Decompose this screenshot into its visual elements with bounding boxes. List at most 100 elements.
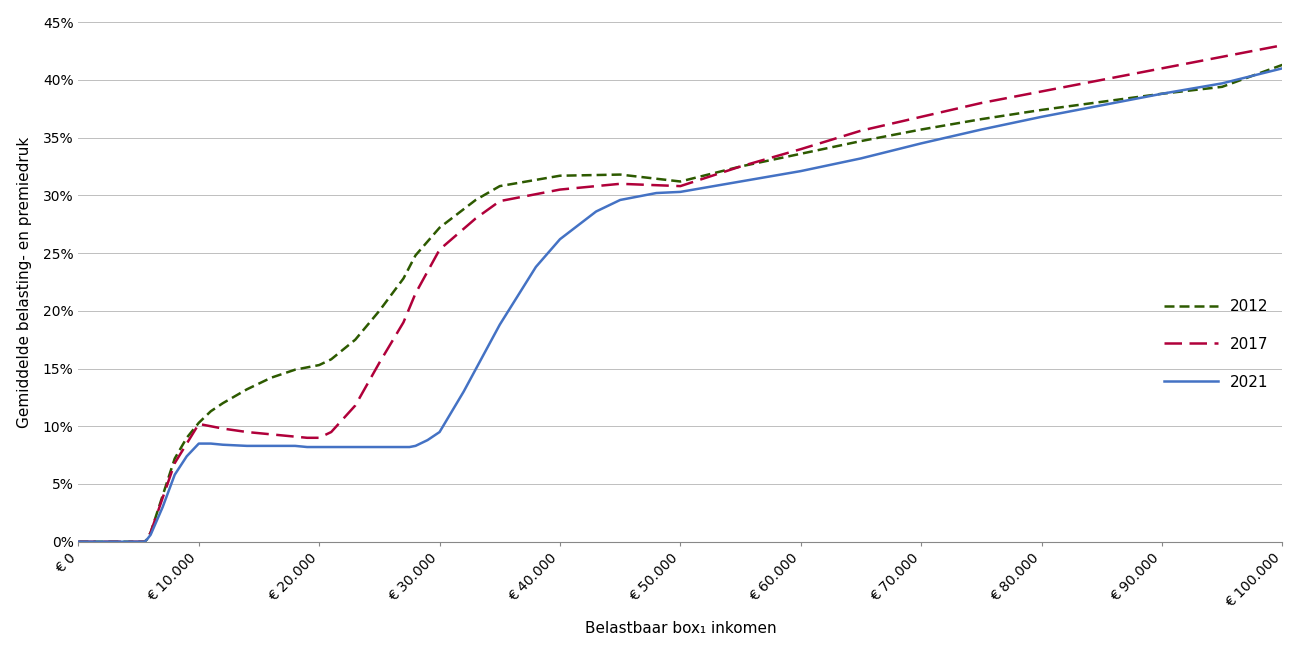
2021 — [733, 178, 748, 185]
Line: 2021: 2021 — [78, 69, 1282, 542]
2021 — [155, 503, 170, 511]
2017 — [853, 127, 869, 135]
2017 — [492, 197, 508, 205]
2021 — [396, 443, 412, 451]
2017 — [323, 428, 339, 436]
2017 — [348, 402, 364, 409]
2017 — [1215, 53, 1230, 61]
2017 — [239, 428, 255, 436]
2012 — [136, 538, 152, 546]
2017 — [973, 99, 989, 107]
2017 — [468, 215, 483, 223]
2012 — [166, 454, 182, 462]
2012 — [492, 182, 508, 190]
2021 — [529, 263, 544, 271]
2021 — [1094, 101, 1109, 109]
2021 — [973, 125, 989, 133]
2012 — [299, 364, 314, 372]
Legend: 2012, 2017, 2021: 2012, 2017, 2021 — [1159, 293, 1274, 396]
2017 — [913, 113, 929, 121]
2012 — [1034, 106, 1050, 114]
2012 — [323, 355, 339, 363]
2021 — [139, 535, 155, 543]
2012 — [70, 538, 86, 546]
2017 — [179, 439, 195, 447]
2021 — [1154, 90, 1169, 98]
2012 — [396, 274, 412, 282]
2012 — [792, 150, 808, 158]
2012 — [468, 196, 483, 204]
2021 — [216, 441, 231, 449]
2021 — [179, 453, 195, 460]
2021 — [588, 208, 604, 215]
2012 — [612, 170, 627, 178]
2021 — [203, 439, 218, 447]
2017 — [216, 424, 231, 432]
2021 — [792, 167, 808, 175]
2021 — [143, 531, 158, 539]
2021 — [239, 442, 255, 450]
2012 — [973, 115, 989, 123]
2017 — [396, 319, 412, 326]
2017 — [264, 430, 279, 438]
2012 — [733, 163, 748, 170]
2012 — [305, 362, 321, 370]
2021 — [348, 443, 364, 451]
2021 — [70, 538, 86, 546]
2017 — [155, 494, 170, 502]
2012 — [287, 366, 303, 374]
2017 — [1154, 65, 1169, 72]
2021 — [853, 155, 869, 163]
2021 — [673, 188, 688, 196]
2012 — [372, 307, 387, 315]
2021 — [431, 428, 447, 436]
2012 — [179, 434, 195, 441]
2021 — [264, 442, 279, 450]
2012 — [139, 535, 155, 543]
2021 — [136, 538, 152, 546]
2017 — [552, 185, 568, 193]
2017 — [191, 420, 207, 428]
2017 — [1274, 41, 1290, 49]
2017 — [792, 145, 808, 153]
Y-axis label: Gemiddelde belasting- en premiedruk: Gemiddelde belasting- en premiedruk — [17, 136, 31, 428]
2021 — [287, 442, 303, 450]
2017 — [312, 434, 327, 441]
2012 — [853, 137, 869, 145]
2012 — [155, 492, 170, 500]
2017 — [1094, 76, 1109, 84]
2017 — [136, 538, 152, 546]
2017 — [431, 246, 447, 253]
2017 — [612, 180, 627, 187]
2012 — [552, 172, 568, 180]
2021 — [372, 443, 387, 451]
2012 — [408, 251, 423, 259]
Line: 2012: 2012 — [78, 65, 1282, 542]
2021 — [166, 471, 182, 479]
2021 — [456, 388, 472, 396]
2012 — [431, 224, 447, 232]
2012 — [264, 374, 279, 382]
2021 — [648, 189, 664, 197]
2021 — [191, 439, 207, 447]
2017 — [372, 359, 387, 367]
2017 — [299, 434, 314, 441]
2017 — [203, 422, 218, 430]
2021 — [1274, 65, 1290, 72]
2021 — [323, 443, 339, 451]
2017 — [139, 535, 155, 543]
2021 — [492, 321, 508, 328]
2021 — [913, 140, 929, 148]
2021 — [335, 443, 351, 451]
2012 — [216, 399, 231, 407]
2017 — [166, 459, 182, 467]
2017 — [733, 163, 748, 170]
2021 — [1034, 113, 1050, 121]
2012 — [348, 336, 364, 343]
2012 — [1274, 61, 1290, 69]
2021 — [408, 442, 423, 450]
2012 — [1154, 90, 1169, 98]
2017 — [287, 433, 303, 441]
2021 — [299, 443, 314, 451]
Line: 2017: 2017 — [78, 45, 1282, 542]
